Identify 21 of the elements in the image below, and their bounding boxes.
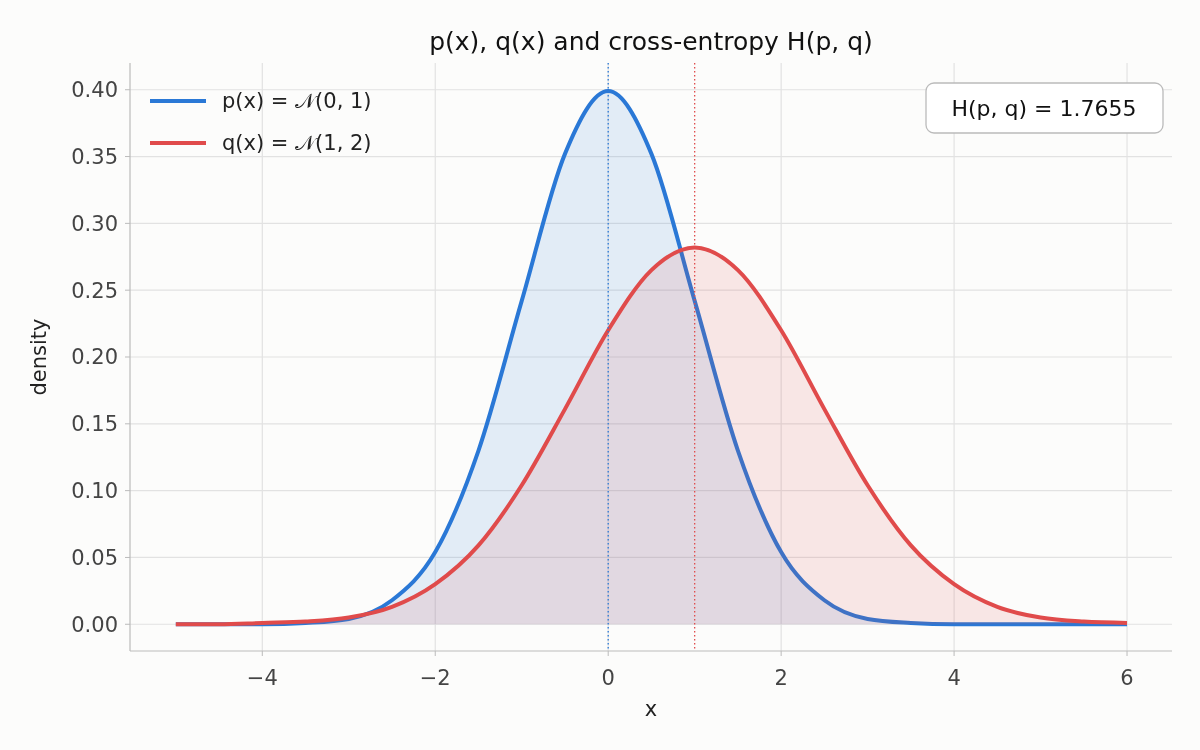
annotation: H(p, q) = 1.7655	[951, 95, 1137, 121]
x-tick-label: 2	[774, 666, 788, 690]
y-tick-label: 0.20	[71, 345, 118, 370]
y-tick-label: 0.15	[71, 412, 118, 437]
x-tick-label: −4	[246, 666, 278, 690]
x-tick-label: 0	[601, 666, 615, 690]
y-tick-label: 0.25	[71, 278, 118, 303]
y-tick-label: 0.05	[71, 545, 118, 570]
y-tick-label: 0.10	[71, 478, 118, 503]
x-tick-label: 4	[947, 666, 961, 690]
legend-label: p(x) = 𝒩(0, 1)	[222, 89, 372, 114]
y-tick-label: 0.40	[71, 78, 118, 103]
y-tick-label: 0.30	[71, 211, 118, 236]
y-tick-label: 0.35	[71, 144, 118, 169]
x-tick-label: 6	[1120, 666, 1134, 690]
chart-title: p(x), q(x) and cross-entropy H(p, q)	[429, 27, 873, 56]
x-axis-title: x	[644, 697, 658, 721]
y-axis-title: density	[27, 318, 51, 396]
legend-label: q(x) = 𝒩(1, 2)	[222, 131, 372, 156]
y-tick-label: 0.00	[71, 612, 118, 637]
x-tick-label: −2	[419, 666, 451, 690]
